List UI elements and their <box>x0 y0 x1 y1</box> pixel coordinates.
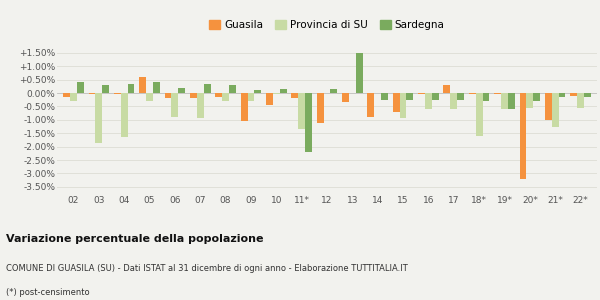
Bar <box>222 93 229 101</box>
Bar <box>406 93 413 100</box>
Bar <box>172 93 178 117</box>
Bar <box>89 93 95 94</box>
Legend: Guasila, Provincia di SU, Sardegna: Guasila, Provincia di SU, Sardegna <box>205 16 449 34</box>
Bar <box>545 93 552 120</box>
Bar <box>248 93 254 101</box>
Bar <box>520 93 526 179</box>
Bar <box>457 93 464 100</box>
Bar <box>77 82 84 93</box>
Bar <box>393 93 400 112</box>
Bar <box>241 93 248 121</box>
Bar <box>266 93 273 105</box>
Bar <box>292 93 298 98</box>
Bar <box>317 93 323 122</box>
Bar <box>121 93 128 137</box>
Bar <box>305 93 312 152</box>
Bar <box>469 93 476 94</box>
Bar <box>356 53 362 93</box>
Text: (*) post-censimento: (*) post-censimento <box>6 288 89 297</box>
Bar <box>128 84 134 93</box>
Bar <box>153 82 160 93</box>
Bar <box>70 93 77 101</box>
Bar <box>584 93 591 97</box>
Bar <box>146 93 153 101</box>
Bar <box>400 93 406 118</box>
Bar <box>95 93 102 142</box>
Bar <box>501 93 508 109</box>
Bar <box>381 93 388 100</box>
Bar <box>494 93 501 94</box>
Bar <box>432 93 439 100</box>
Bar <box>102 85 109 93</box>
Bar <box>215 93 222 97</box>
Bar <box>533 93 540 101</box>
Bar <box>178 88 185 93</box>
Bar <box>508 93 515 109</box>
Bar <box>203 84 211 93</box>
Bar <box>577 93 584 108</box>
Bar <box>197 93 203 118</box>
Bar <box>190 93 197 98</box>
Text: Variazione percentuale della popolazione: Variazione percentuale della popolazione <box>6 234 263 244</box>
Bar <box>164 93 172 98</box>
Bar <box>229 85 236 93</box>
Bar <box>342 93 349 102</box>
Bar <box>139 77 146 93</box>
Bar <box>552 93 559 127</box>
Bar <box>418 93 425 94</box>
Text: COMUNE DI GUASILA (SU) - Dati ISTAT al 31 dicembre di ogni anno - Elaborazione T: COMUNE DI GUASILA (SU) - Dati ISTAT al 3… <box>6 264 408 273</box>
Bar <box>254 90 261 93</box>
Bar <box>451 93 457 109</box>
Bar <box>114 93 121 94</box>
Bar <box>298 93 305 129</box>
Bar <box>280 89 287 93</box>
Bar <box>367 93 374 117</box>
Bar <box>63 93 70 97</box>
Bar <box>482 93 490 101</box>
Bar <box>559 93 565 97</box>
Bar <box>570 93 577 96</box>
Bar <box>443 85 451 93</box>
Bar <box>273 93 280 94</box>
Bar <box>476 93 482 136</box>
Bar <box>526 93 533 108</box>
Bar <box>425 93 432 109</box>
Bar <box>331 89 337 93</box>
